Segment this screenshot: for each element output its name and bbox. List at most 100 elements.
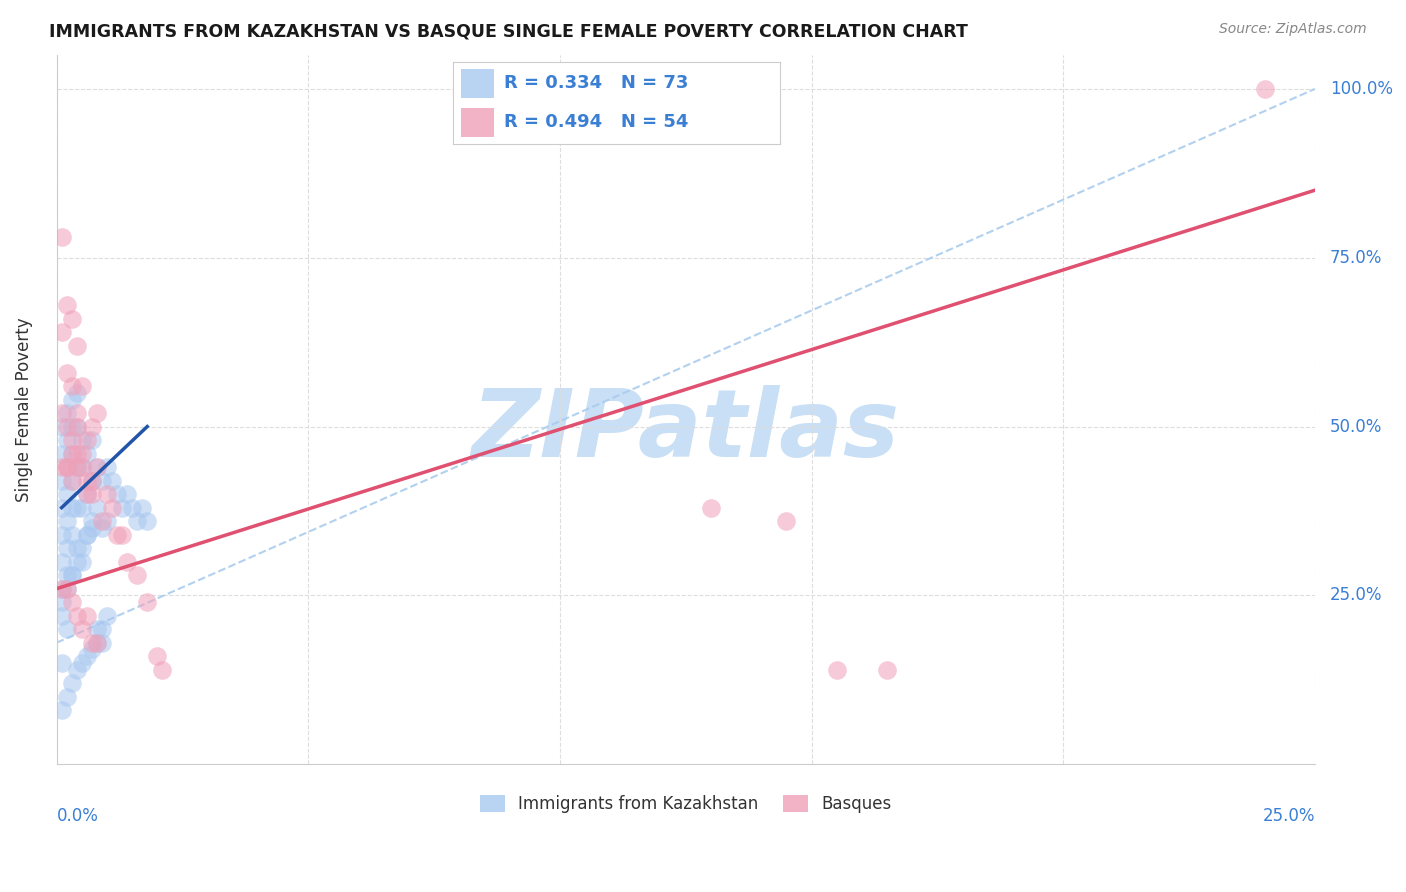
Point <box>66 419 89 434</box>
Point <box>90 474 112 488</box>
Point <box>80 419 103 434</box>
Point <box>86 500 108 515</box>
Point <box>825 663 848 677</box>
Point <box>136 514 159 528</box>
Point <box>60 500 83 515</box>
Point <box>60 474 83 488</box>
Point <box>70 500 93 515</box>
Point <box>60 568 83 582</box>
Point <box>51 703 73 717</box>
Point <box>60 595 83 609</box>
Text: 25.0%: 25.0% <box>1330 586 1382 605</box>
Point <box>51 419 73 434</box>
Point <box>60 568 83 582</box>
Text: 0.0%: 0.0% <box>56 807 98 825</box>
Point <box>55 582 77 596</box>
Point <box>76 447 98 461</box>
Point <box>55 433 77 447</box>
Point <box>60 379 83 393</box>
Point <box>70 541 93 556</box>
Point <box>60 474 83 488</box>
Legend: Immigrants from Kazakhstan, Basques: Immigrants from Kazakhstan, Basques <box>472 789 898 820</box>
Point <box>90 514 112 528</box>
Point <box>96 608 118 623</box>
Point <box>76 649 98 664</box>
Point <box>700 500 723 515</box>
Point <box>70 379 93 393</box>
Point <box>55 298 77 312</box>
Point <box>86 622 108 636</box>
Point <box>51 555 73 569</box>
Point <box>146 649 169 664</box>
Point <box>86 460 108 475</box>
Point <box>55 622 77 636</box>
Point <box>51 608 73 623</box>
Point <box>80 474 103 488</box>
Point <box>121 500 143 515</box>
Point <box>96 460 118 475</box>
Point <box>76 608 98 623</box>
Point <box>80 521 103 535</box>
Point <box>60 433 83 447</box>
Point <box>66 385 89 400</box>
Point <box>66 406 89 420</box>
Point <box>86 460 108 475</box>
Point <box>60 392 83 407</box>
Point <box>66 608 89 623</box>
Point <box>55 406 77 420</box>
Point <box>51 406 73 420</box>
Point <box>55 541 77 556</box>
Text: 100.0%: 100.0% <box>1330 80 1393 98</box>
Point <box>55 582 77 596</box>
Point <box>86 636 108 650</box>
Point <box>76 487 98 501</box>
Point <box>80 514 103 528</box>
Point <box>55 460 77 475</box>
Y-axis label: Single Female Poverty: Single Female Poverty <box>15 318 32 502</box>
Point <box>96 487 118 501</box>
Text: 50.0%: 50.0% <box>1330 417 1382 435</box>
Point <box>55 487 77 501</box>
Point <box>66 541 89 556</box>
Point <box>76 474 98 488</box>
Point <box>1253 82 1275 96</box>
Point <box>105 527 128 541</box>
Point <box>115 555 138 569</box>
Point <box>105 487 128 501</box>
Point <box>127 514 149 528</box>
Point <box>51 527 73 541</box>
Point <box>66 447 89 461</box>
Point <box>55 460 77 475</box>
Point <box>66 555 89 569</box>
Point <box>66 460 89 475</box>
Text: Source: ZipAtlas.com: Source: ZipAtlas.com <box>1219 22 1367 37</box>
Point <box>76 527 98 541</box>
Point <box>51 500 73 515</box>
Point <box>51 595 73 609</box>
Point <box>55 690 77 704</box>
Point <box>66 500 89 515</box>
Point <box>70 656 93 670</box>
Point <box>66 663 89 677</box>
Point <box>76 433 98 447</box>
Point <box>136 595 159 609</box>
Text: 75.0%: 75.0% <box>1330 249 1382 267</box>
Point <box>80 474 103 488</box>
Point <box>66 419 89 434</box>
Point <box>70 555 93 569</box>
Point <box>80 487 103 501</box>
Point <box>70 447 93 461</box>
Point <box>60 447 83 461</box>
Point <box>86 406 108 420</box>
Point <box>51 325 73 339</box>
Point <box>60 527 83 541</box>
Point <box>51 230 73 244</box>
Point <box>150 663 173 677</box>
Point <box>51 460 73 475</box>
Point <box>60 419 83 434</box>
Point <box>101 500 124 515</box>
Point <box>51 582 73 596</box>
Point <box>51 656 73 670</box>
Text: ZIPatlas: ZIPatlas <box>471 385 900 477</box>
Point <box>70 622 93 636</box>
